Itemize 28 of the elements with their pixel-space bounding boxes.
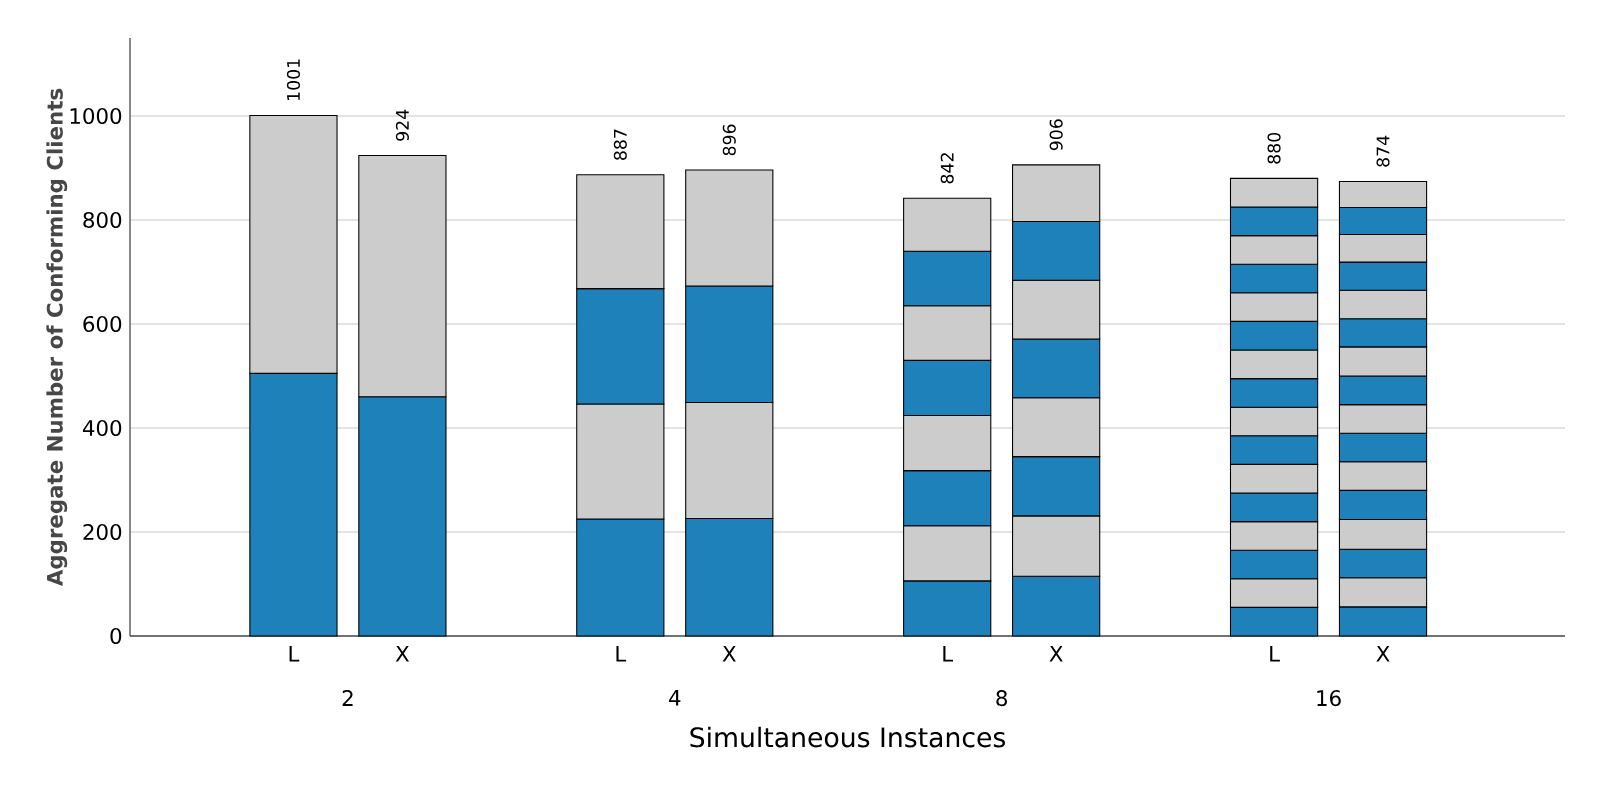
x-tick-label: L <box>616 646 627 662</box>
y-tick-label: 0 <box>110 627 122 645</box>
x-tick-label: L <box>289 646 300 662</box>
y-tick-label: 1000 <box>70 107 122 125</box>
x-tick-label: L <box>1270 646 1280 662</box>
total-label: 880 <box>1267 132 1281 164</box>
y-tick-label: 400 <box>82 419 122 437</box>
x-tick-label: X <box>395 646 410 662</box>
y-tick-label: 800 <box>83 211 122 229</box>
total-label: 887 <box>613 129 627 160</box>
x-tick-label: L <box>943 646 954 662</box>
total-label: 906 <box>1049 119 1063 151</box>
x-tick-label: X <box>1049 646 1063 662</box>
text: 4 <box>669 690 681 706</box>
x-tick-label: X <box>722 646 736 662</box>
text: 8 <box>996 690 1007 707</box>
x-tick-label: X <box>1376 646 1390 662</box>
total-label: 842 <box>940 153 954 184</box>
total-label: 896 <box>722 124 736 156</box>
text: 16 <box>1317 690 1341 707</box>
text: 2 <box>342 690 353 706</box>
y-axis-title: Aggregate Number of Conforming Clients <box>46 88 68 587</box>
total-label: 924 <box>395 109 409 141</box>
total-label: 1001 <box>286 59 300 100</box>
x-axis-title: Simultaneous Instances <box>690 726 1006 748</box>
y-tick-label: 600 <box>83 315 122 333</box>
total-label: 874 <box>1376 135 1390 167</box>
y-tick-label: 200 <box>83 523 122 541</box>
